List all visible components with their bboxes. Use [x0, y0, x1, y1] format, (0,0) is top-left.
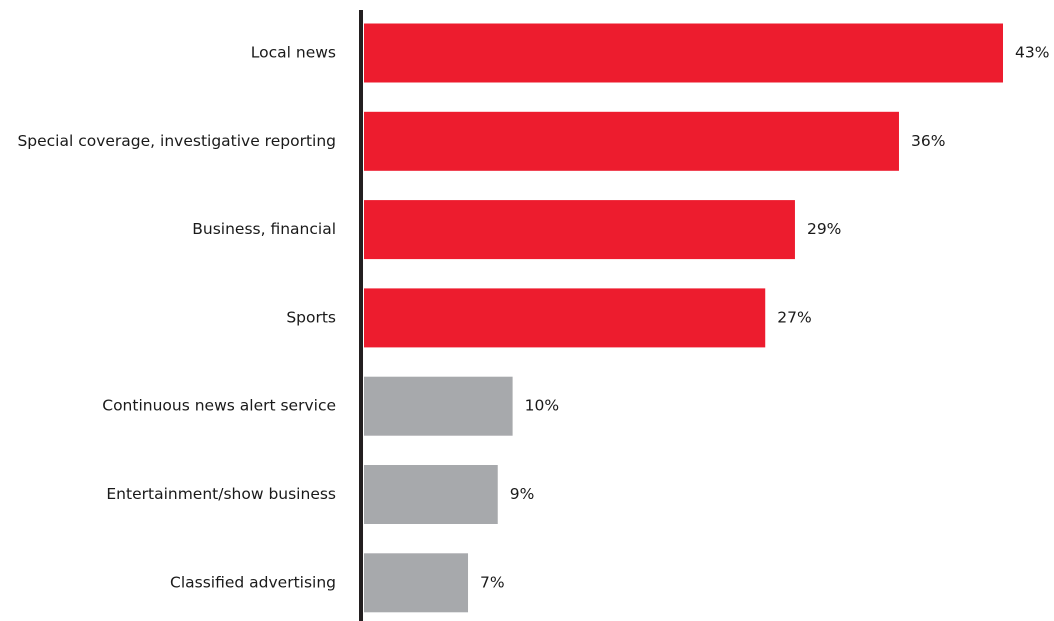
bars-group	[364, 23, 1003, 613]
value-label-1: 43%	[1015, 44, 1049, 62]
category-label-2: Special coverage, investigative reportin…	[17, 132, 336, 150]
category-label-3: Business, financial	[192, 220, 336, 238]
bar-4	[364, 288, 766, 348]
bar-6	[364, 465, 498, 524]
bar-5	[364, 376, 513, 436]
value-label-6: 9%	[510, 485, 535, 503]
bar-2	[364, 111, 899, 171]
bar-7	[364, 553, 469, 613]
category-label-4: Sports	[286, 308, 336, 326]
category-labels-group: Local news Special coverage, investigativ…	[17, 44, 336, 592]
category-label-6: Entertainment/show business	[106, 485, 336, 503]
value-label-2: 36%	[911, 132, 945, 150]
value-label-5: 10%	[525, 397, 559, 415]
category-label-5: Continuous news alert service	[102, 397, 336, 415]
bar-1	[364, 23, 1003, 83]
category-label-1: Local news	[251, 44, 336, 62]
value-label-4: 27%	[777, 308, 811, 326]
bar-3	[364, 200, 795, 260]
value-label-3: 29%	[807, 220, 841, 238]
category-label-7: Classified advertising	[170, 573, 336, 591]
value-label-7: 7%	[480, 573, 505, 591]
value-labels-group: 43% 36% 29% 27% 10% 9% 7%	[480, 44, 1049, 592]
